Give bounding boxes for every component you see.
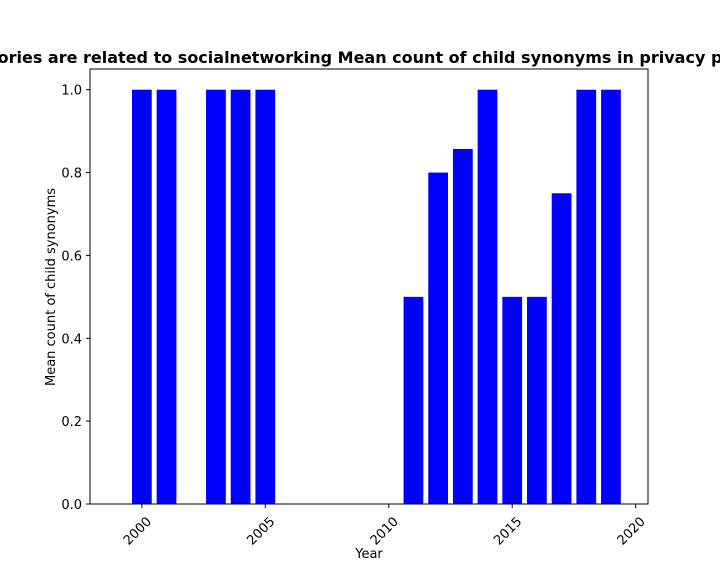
x-tick-label: 2020 [615,514,649,548]
bar-2004 [230,89,251,504]
y-axis: 0.0 0.2 0.4 0.6 0.8 1.0 [61,84,90,513]
bar-2016 [527,296,547,504]
y-tick-label: 0.0 [61,498,82,513]
x-tick-label: 2000 [121,514,155,548]
y-tick-label: 0.2 [61,415,82,430]
x-tick-label: 2005 [244,514,278,548]
bar-2019 [601,89,621,504]
x-tick-label: 2015 [491,514,525,548]
bar-2005 [255,89,276,504]
bar-2001 [156,89,177,504]
x-axis: 2000 2005 2010 2015 2020 [121,504,649,548]
bar-2015 [502,296,523,504]
bar-2013 [452,148,473,504]
bar-2011 [403,296,424,504]
bar-2012 [428,172,449,505]
x-axis-label: Year [354,547,383,562]
plot-frame [89,68,649,505]
y-tick-label: 1.0 [61,84,82,99]
bar-2017 [551,193,572,505]
bar-2000 [131,89,152,504]
bars-group [131,89,621,505]
bar-2014 [477,89,498,504]
bar-2003 [206,89,226,504]
bar-2018 [576,89,597,504]
x-tick-label: 2010 [368,514,402,548]
y-tick-label: 0.6 [61,249,82,264]
y-axis-label: Mean count of child synonyms [44,188,59,386]
chart-title: ories are related to socialnetworking Me… [0,48,720,67]
y-tick-label: 0.8 [61,167,82,182]
y-tick-label: 0.4 [61,332,82,347]
